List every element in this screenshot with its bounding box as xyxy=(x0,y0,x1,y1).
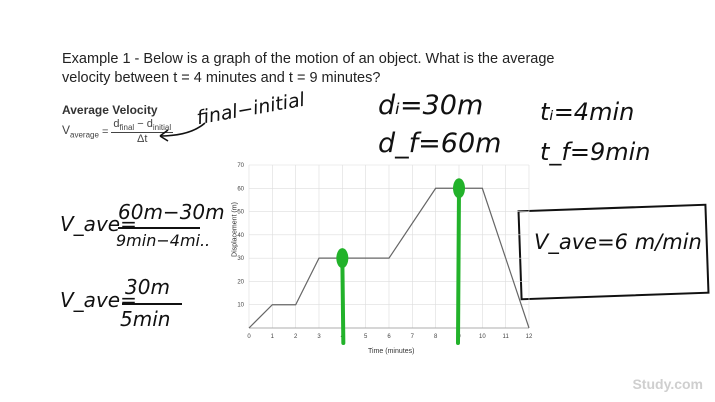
formula-lhs: Vaverage xyxy=(62,123,99,140)
x-tick-label: 1 xyxy=(271,334,275,340)
example-label: Example 1 - xyxy=(62,51,140,67)
calc1-lhs: V_ave= xyxy=(60,212,137,236)
calc2-lhs: V_ave= xyxy=(60,288,137,312)
highlight-point xyxy=(336,248,349,269)
annotation-tf: t_f=9min xyxy=(540,138,651,166)
y-tick-label: 20 xyxy=(237,279,244,285)
highlight-stroke xyxy=(340,256,346,345)
calc2-fraction-bar xyxy=(122,303,182,305)
x-tick-label: 7 xyxy=(411,334,415,340)
formula-denominator: Δt xyxy=(137,133,148,146)
calc2-denominator: 5min xyxy=(120,307,171,331)
y-tick-label: 30 xyxy=(237,256,244,262)
calc1-numerator: 60m−30m xyxy=(118,200,225,224)
average-velocity-formula: Vaverage = dfinal − dinitial Δt xyxy=(62,118,174,146)
displacement-time-chart: 012345678910111210203040506070 xyxy=(237,163,533,345)
x-tick-label: 6 xyxy=(387,334,391,340)
x-tick-label: 2 xyxy=(294,334,298,340)
chart-highlights xyxy=(336,178,465,345)
x-tick-label: 11 xyxy=(503,334,510,340)
chart-ticks: 012345678910111210203040506070 xyxy=(237,163,533,340)
calc2-numerator: 30m xyxy=(125,275,170,299)
x-tick-label: 0 xyxy=(247,334,251,340)
annotation-ti: tᵢ=4min xyxy=(540,98,635,126)
y-tick-label: 70 xyxy=(237,163,244,169)
formula-title: Average Velocity xyxy=(62,103,158,117)
highlight-point xyxy=(453,178,465,199)
annotation-df: d_f=60m xyxy=(378,128,502,159)
formula-numerator: dfinal − dinitial xyxy=(111,118,174,134)
question-line-1: Below is a graph of the motion of an obj… xyxy=(143,51,555,67)
annotation-di: dᵢ=30m xyxy=(378,90,484,121)
series-line xyxy=(248,187,530,329)
y-tick-label: 60 xyxy=(237,186,244,192)
highlight-stroke xyxy=(456,186,461,345)
x-tick-label: 12 xyxy=(526,334,533,340)
y-tick-label: 40 xyxy=(237,233,244,239)
annotation-arrow xyxy=(159,122,206,142)
chart-grid xyxy=(248,164,530,329)
calc1-denominator: 9min−4mi.. xyxy=(116,231,211,250)
annotation-final-initial: final−initial xyxy=(194,88,307,130)
studycom-watermark: Study.com xyxy=(632,376,703,392)
answer-text: V_ave=6 m/min xyxy=(534,230,702,254)
formula-equals: = xyxy=(101,125,109,138)
y-tick-label: 10 xyxy=(237,303,244,309)
y-tick-label: 50 xyxy=(237,210,244,216)
calc1-fraction-bar xyxy=(118,227,200,229)
x-tick-label: 10 xyxy=(479,334,486,340)
x-tick-label: 8 xyxy=(434,334,438,340)
question-line-2: velocity between t = 4 minutes and t = 9… xyxy=(62,70,381,86)
x-tick-label: 5 xyxy=(364,334,368,340)
x-axis-label: Time (minutes) xyxy=(368,348,415,355)
x-tick-label: 3 xyxy=(317,334,321,340)
chart-series xyxy=(248,187,530,329)
formula-fraction: dfinal − dinitial Δt xyxy=(111,118,174,146)
question-text: Example 1 - Below is a graph of the moti… xyxy=(62,50,582,88)
